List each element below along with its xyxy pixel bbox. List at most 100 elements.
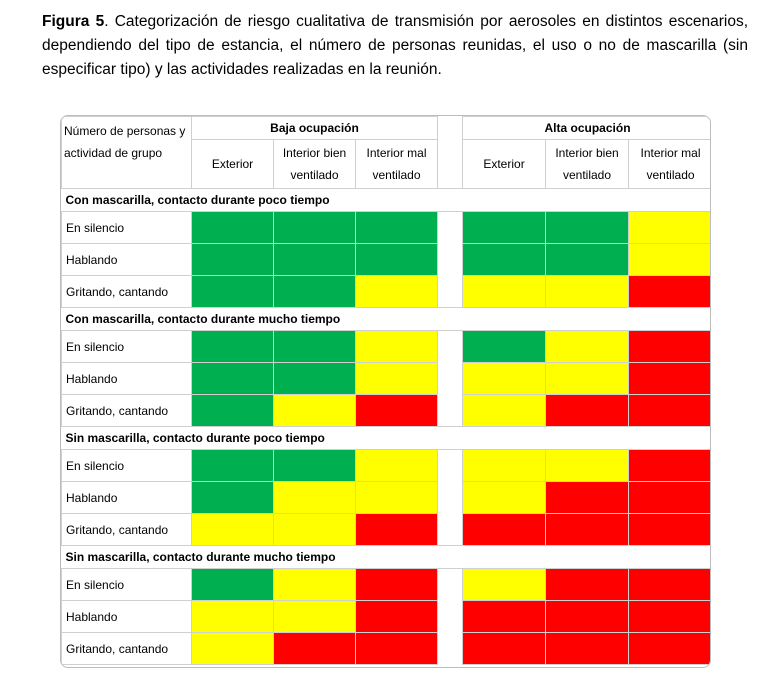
figure-label: Figura 5	[42, 13, 105, 30]
column-gap	[437, 211, 464, 244]
risk-cell-yellow	[354, 275, 439, 308]
column-header: Interior mal ventilado	[628, 139, 710, 189]
section-title: Con mascarilla, contacto durante mucho t…	[61, 307, 710, 331]
risk-cell-yellow	[545, 275, 630, 308]
column-gap	[437, 394, 464, 427]
risk-cell-red	[628, 275, 710, 308]
column-gap	[437, 568, 464, 601]
risk-cell-green	[191, 275, 274, 308]
risk-cell-green	[273, 362, 356, 395]
corner-header: Número de personas y actividad de grupo	[61, 116, 192, 189]
risk-cell-red	[273, 632, 356, 665]
risk-cell-green	[545, 243, 630, 276]
risk-cell-green	[191, 481, 274, 514]
risk-cell-yellow	[273, 600, 356, 633]
risk-cell-red	[354, 600, 439, 633]
risk-cell-red	[545, 632, 630, 665]
risk-cell-red	[628, 362, 710, 395]
risk-cell-green	[191, 394, 274, 427]
risk-cell-yellow	[545, 362, 630, 395]
table-row: Gritando, cantando	[61, 513, 710, 546]
risk-cell-red	[354, 513, 439, 546]
column-gap	[437, 243, 464, 276]
risk-cell-yellow	[462, 362, 547, 395]
risk-cell-yellow	[462, 449, 547, 482]
risk-cell-yellow	[545, 449, 630, 482]
column-header: Interior bien ventilado	[273, 139, 356, 189]
section-title: Sin mascarilla, contacto durante poco ti…	[61, 426, 710, 450]
risk-cell-green	[191, 362, 274, 395]
section-title: Con mascarilla, contacto durante poco ti…	[61, 188, 710, 212]
row-label: Hablando	[61, 600, 192, 633]
section-title: Sin mascarilla, contacto durante mucho t…	[61, 545, 710, 569]
risk-cell-green	[273, 243, 356, 276]
table-row: Gritando, cantando	[61, 394, 710, 427]
risk-cell-red	[354, 632, 439, 665]
group-header-high: Alta ocupación	[462, 116, 710, 140]
risk-cell-green	[191, 243, 274, 276]
column-header: Interior mal ventilado	[354, 139, 439, 189]
row-label: En silencio	[61, 568, 192, 601]
risk-cell-yellow	[273, 513, 356, 546]
row-label: En silencio	[61, 330, 192, 363]
risk-cell-red	[628, 449, 710, 482]
column-gap	[437, 513, 464, 546]
risk-cell-green	[354, 243, 439, 276]
risk-cell-red	[462, 600, 547, 633]
table-row: En silencio	[61, 568, 710, 601]
row-label: Hablando	[61, 243, 192, 276]
risk-cell-red	[545, 394, 630, 427]
risk-cell-yellow	[354, 330, 439, 363]
risk-cell-green	[191, 211, 274, 244]
risk-cell-yellow	[545, 330, 630, 363]
column-gap	[437, 449, 464, 482]
risk-cell-green	[462, 243, 547, 276]
risk-cell-green	[462, 330, 547, 363]
risk-cell-green	[273, 449, 356, 482]
risk-cell-green	[191, 449, 274, 482]
risk-cell-yellow	[462, 481, 547, 514]
table-row: Gritando, cantando	[61, 632, 710, 665]
risk-cell-yellow	[191, 513, 274, 546]
row-label: En silencio	[61, 211, 192, 244]
risk-cell-green	[545, 211, 630, 244]
column-gap	[437, 275, 464, 308]
section-row: Con mascarilla, contacto durante mucho t…	[61, 307, 710, 331]
row-label: Gritando, cantando	[61, 275, 192, 308]
table-row: Hablando	[61, 600, 710, 633]
column-gap	[437, 481, 464, 514]
risk-cell-yellow	[462, 568, 547, 601]
risk-cell-yellow	[273, 568, 356, 601]
risk-table-container: Número de personas y actividad de grupo …	[60, 115, 711, 668]
table-row: Hablando	[61, 362, 710, 395]
risk-cell-yellow	[354, 449, 439, 482]
column-header: Exterior	[191, 139, 274, 189]
column-gap	[437, 116, 464, 189]
risk-cell-red	[462, 513, 547, 546]
risk-cell-red	[628, 513, 710, 546]
table-row: En silencio	[61, 330, 710, 363]
risk-cell-red	[545, 568, 630, 601]
risk-cell-green	[191, 330, 274, 363]
column-gap	[437, 632, 464, 665]
risk-cell-green	[273, 211, 356, 244]
risk-cell-green	[354, 211, 439, 244]
risk-cell-red	[354, 568, 439, 601]
risk-cell-red	[628, 632, 710, 665]
risk-cell-green	[273, 275, 356, 308]
group-header-low: Baja ocupación	[190, 116, 439, 140]
risk-cell-green	[273, 330, 356, 363]
risk-cell-green	[191, 568, 274, 601]
column-gap	[437, 330, 464, 363]
table-row: Gritando, cantando	[61, 275, 710, 308]
risk-cell-red	[628, 330, 710, 363]
risk-cell-yellow	[354, 362, 439, 395]
row-label: Gritando, cantando	[61, 513, 192, 546]
figure-caption: Figura 5. Categorización de riesgo cuali…	[42, 10, 748, 82]
row-label: Hablando	[61, 481, 192, 514]
table-row: Hablando	[61, 243, 710, 276]
risk-cell-red	[628, 481, 710, 514]
column-gap	[437, 362, 464, 395]
risk-cell-yellow	[273, 394, 356, 427]
risk-cell-yellow	[628, 211, 710, 244]
